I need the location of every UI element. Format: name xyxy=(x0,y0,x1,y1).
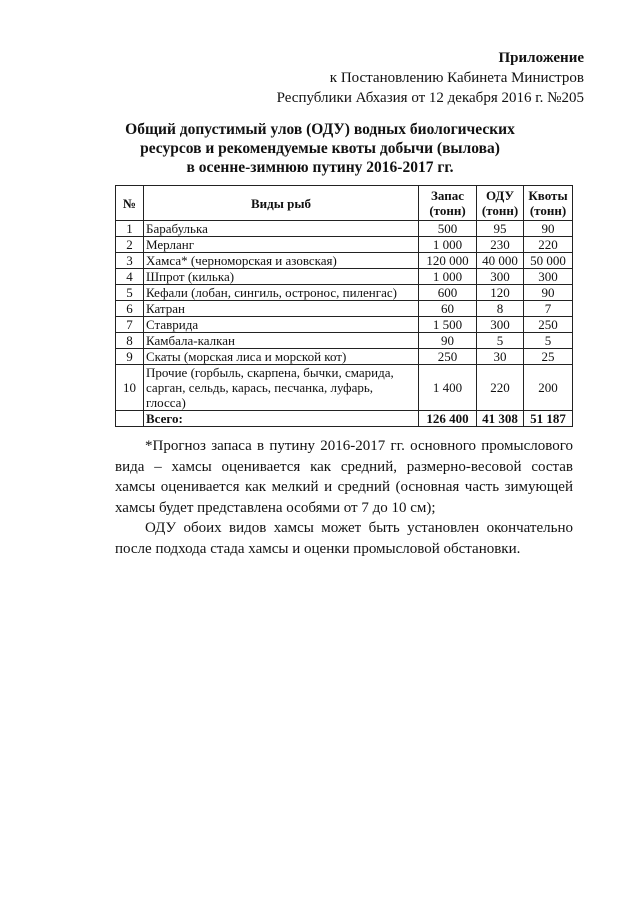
row-number: 7 xyxy=(115,316,144,333)
row-number: 5 xyxy=(115,284,144,301)
species-name: Шпрот (килька) xyxy=(143,268,419,285)
species-name: Прочие (горбыль, скарпена, бычки, смарид… xyxy=(143,364,419,411)
quota-value: 5 xyxy=(523,332,573,349)
table-total-row: Всего: 126 400 41 308 51 187 xyxy=(115,410,573,427)
document-title: Общий допустимый улов (ОДУ) водных биоло… xyxy=(0,120,640,177)
species-name: Мерланг xyxy=(143,236,419,253)
stock-value: 126 400 xyxy=(418,410,477,427)
table-row: 1 Барабулька 500 95 90 xyxy=(115,220,573,237)
stock-value: 500 xyxy=(418,220,477,237)
appendix-line-2: Республики Абхазия от 12 декабря 2016 г.… xyxy=(276,90,584,106)
col-number: № xyxy=(115,185,144,221)
quota-table: № Виды рыб Запас (тонн) ОДУ (тонн) Квоты… xyxy=(115,185,573,427)
tac-value: 220 xyxy=(476,364,524,411)
quota-value: 7 xyxy=(523,300,573,317)
row-number: 10 xyxy=(115,364,144,411)
table-row: 2 Мерланг 1 000 230 220 xyxy=(115,236,573,253)
table-header-row: № Виды рыб Запас (тонн) ОДУ (тонн) Квоты… xyxy=(115,185,573,221)
tac-value: 41 308 xyxy=(476,410,524,427)
table-row: 7 Ставрида 1 500 300 250 xyxy=(115,316,573,333)
table-row: 8 Камбала-калкан 90 5 5 xyxy=(115,332,573,349)
tac-value: 95 xyxy=(476,220,524,237)
table-row: 10 Прочие (горбыль, скарпена, бычки, смар… xyxy=(115,364,573,411)
col-species: Виды рыб xyxy=(143,185,419,221)
col-stock: Запас (тонн) xyxy=(418,185,477,221)
quota-value: 300 xyxy=(523,268,573,285)
stock-value: 1 400 xyxy=(418,364,477,411)
row-number: 4 xyxy=(115,268,144,285)
notes: *Прогноз запаса в путину 2016-2017 гг. о… xyxy=(115,436,573,559)
tac-value: 5 xyxy=(476,332,524,349)
document-body: № Виды рыб Запас (тонн) ОДУ (тонн) Квоты… xyxy=(115,185,573,559)
title-line-1: Общий допустимый улов (ОДУ) водных биоло… xyxy=(125,121,515,138)
row-number: 6 xyxy=(115,300,144,317)
stock-value: 1 000 xyxy=(418,268,477,285)
tac-value: 30 xyxy=(476,348,524,365)
quota-value: 250 xyxy=(523,316,573,333)
species-name: Кефали (лобан, сингиль, остронос, пиленг… xyxy=(143,284,419,301)
row-number: 3 xyxy=(115,252,144,269)
col-tac: ОДУ (тонн) xyxy=(476,185,524,221)
species-name: Ставрида xyxy=(143,316,419,333)
species-name: Катран xyxy=(143,300,419,317)
quota-value: 51 187 xyxy=(523,410,573,427)
appendix-line-1: к Постановлению Кабинета Министров xyxy=(329,70,584,86)
quota-value: 90 xyxy=(523,220,573,237)
species-name: Камбала-калкан xyxy=(143,332,419,349)
tac-value: 120 xyxy=(476,284,524,301)
note-2: ОДУ обоих видов хамсы может быть установ… xyxy=(115,520,573,557)
row-number xyxy=(115,410,144,427)
note-1: *Прогноз запаса в путину 2016-2017 гг. о… xyxy=(115,438,573,516)
species-name: Хамса* (черноморская и азовская) xyxy=(143,252,419,269)
table-row: 6 Катран 60 8 7 xyxy=(115,300,573,317)
stock-value: 60 xyxy=(418,300,477,317)
quota-value: 25 xyxy=(523,348,573,365)
quota-value: 50 000 xyxy=(523,252,573,269)
stock-value: 1 000 xyxy=(418,236,477,253)
stock-value: 600 xyxy=(418,284,477,301)
row-number: 2 xyxy=(115,236,144,253)
table-row: 5 Кефали (лобан, сингиль, остронос, пилен… xyxy=(115,284,573,301)
quota-value: 200 xyxy=(523,364,573,411)
table-row: 9 Скаты (морская лиса и морской кот) 250 30… xyxy=(115,348,573,365)
stock-value: 1 500 xyxy=(418,316,477,333)
tac-value: 300 xyxy=(476,268,524,285)
tac-value: 40 000 xyxy=(476,252,524,269)
stock-value: 250 xyxy=(418,348,477,365)
stock-value: 120 000 xyxy=(418,252,477,269)
species-name: Всего: xyxy=(143,410,419,427)
row-number: 1 xyxy=(115,220,144,237)
row-number: 9 xyxy=(115,348,144,365)
stock-value: 90 xyxy=(418,332,477,349)
tac-value: 230 xyxy=(476,236,524,253)
species-name: Барабулька xyxy=(143,220,419,237)
row-number: 8 xyxy=(115,332,144,349)
title-line-3: в осенне-зимнюю путину 2016-2017 гг. xyxy=(186,159,454,176)
appendix-title: Приложение xyxy=(498,50,584,66)
species-name: Скаты (морская лиса и морской кот) xyxy=(143,348,419,365)
title-line-2: ресурсов и рекомендуемые квоты добычи (в… xyxy=(140,140,500,157)
tac-value: 300 xyxy=(476,316,524,333)
table-row: 4 Шпрот (килька) 1 000 300 300 xyxy=(115,268,573,285)
appendix-header: Приложение к Постановлению Кабинета Мини… xyxy=(277,48,584,108)
table-row: 3 Хамса* (черноморская и азовская) 120 000… xyxy=(115,252,573,269)
tac-value: 8 xyxy=(476,300,524,317)
col-quota: Квоты (тонн) xyxy=(523,185,573,221)
quota-value: 90 xyxy=(523,284,573,301)
quota-value: 220 xyxy=(523,236,573,253)
